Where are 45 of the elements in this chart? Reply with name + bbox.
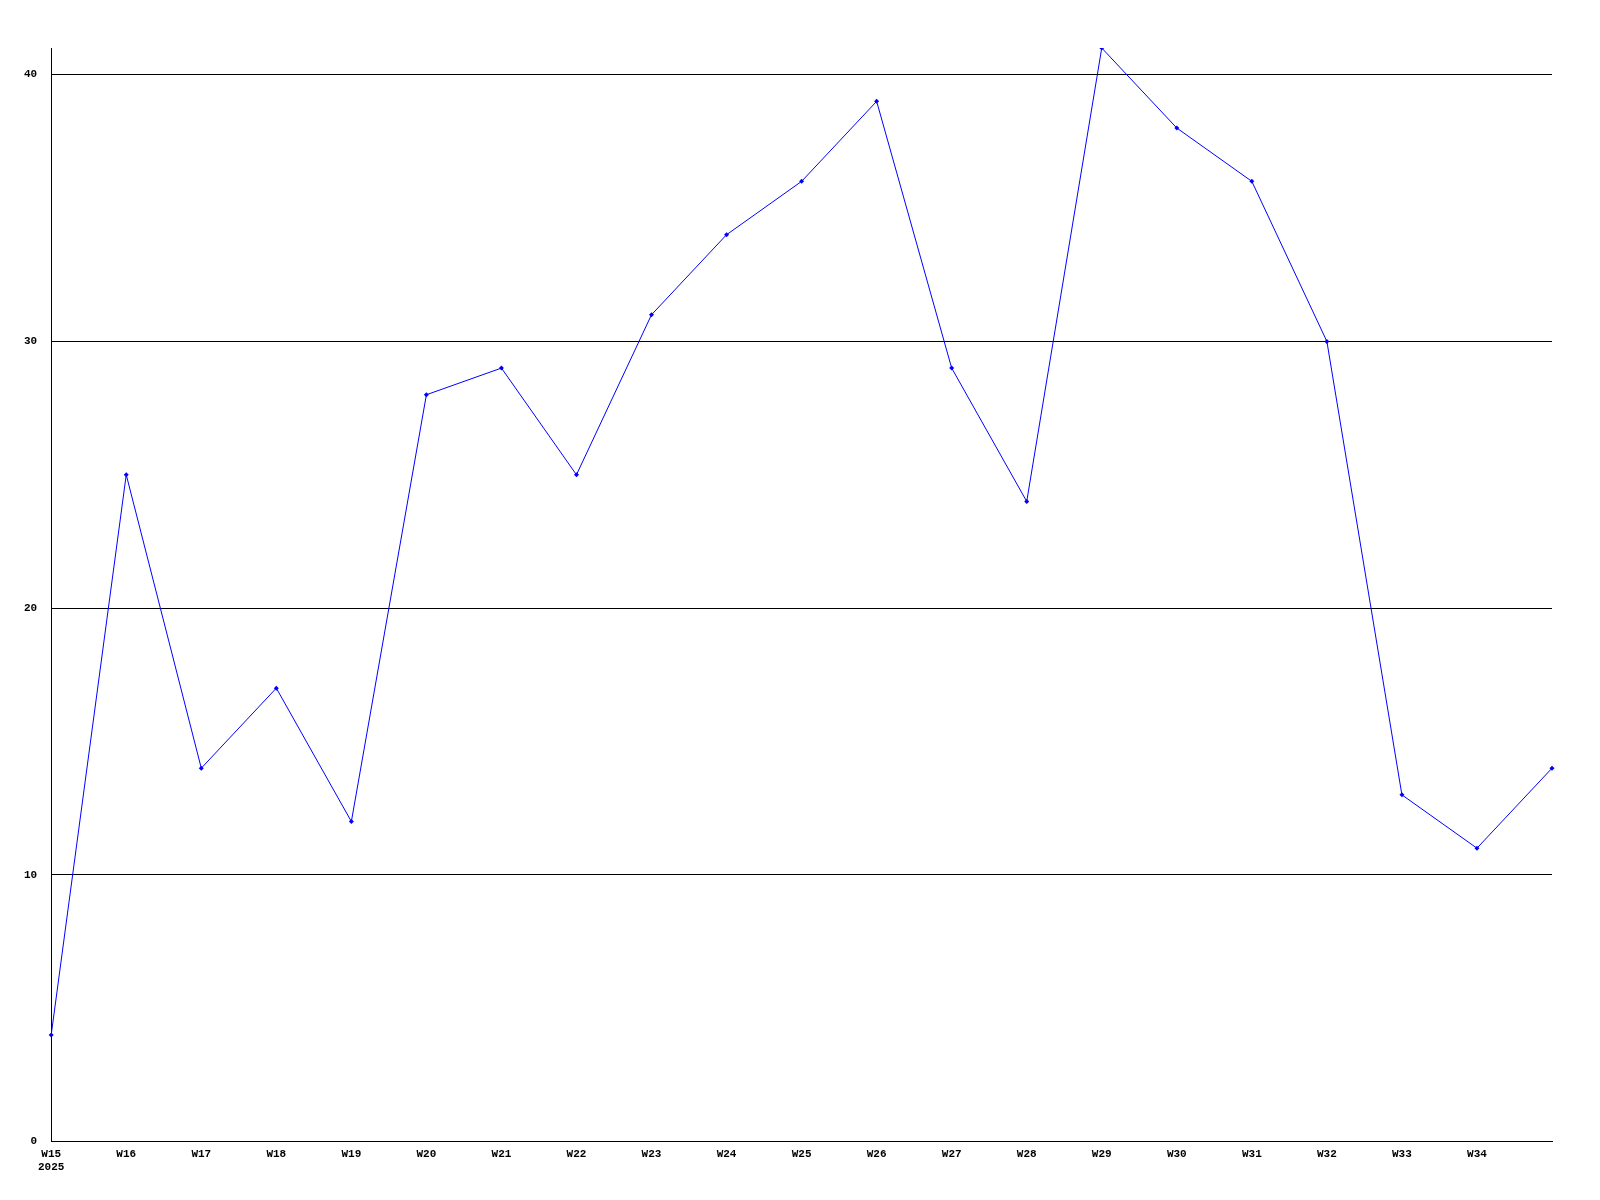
x-tick-label: W18 <box>266 1147 287 1160</box>
point <box>1474 845 1480 851</box>
x-tick-label: W30 <box>1166 1147 1187 1160</box>
point <box>198 765 204 771</box>
x-tick-label: W25 <box>791 1147 812 1160</box>
point <box>123 472 129 478</box>
point <box>573 472 579 478</box>
x-tick-label: W21 <box>491 1147 512 1160</box>
point <box>1249 178 1255 184</box>
x-tick-label: W33 <box>1392 1147 1413 1160</box>
point <box>1324 338 1330 344</box>
x-tick-label: W19 <box>341 1147 362 1160</box>
x-tick-label: W29 <box>1091 1147 1112 1160</box>
point <box>498 365 504 371</box>
y-tick-label: 20 <box>24 601 38 614</box>
x-tick-label: W26 <box>866 1147 887 1160</box>
x-tick-label: W27 <box>941 1147 962 1160</box>
point <box>949 365 955 371</box>
point <box>1549 765 1555 771</box>
x-tick-label: W17 <box>191 1147 212 1160</box>
y-tick-label: 0 <box>30 1135 38 1148</box>
point <box>724 232 730 238</box>
x-tick-label: W16 <box>116 1147 137 1160</box>
x-tick-label: W15 2025 <box>38 1147 65 1174</box>
y-tick-label: 10 <box>24 868 38 881</box>
x-tick-label: W28 <box>1016 1147 1038 1160</box>
y-tick-label: 30 <box>24 335 38 348</box>
point <box>1174 125 1180 131</box>
x-tick-label: W31 <box>1241 1147 1263 1160</box>
point <box>348 819 354 825</box>
point <box>273 685 279 691</box>
x-tick-label: W32 <box>1316 1147 1337 1160</box>
x-tick-label: W20 <box>416 1147 437 1160</box>
x-tick-label: W24 <box>716 1147 737 1160</box>
x-tick-label: W34 <box>1467 1147 1488 1160</box>
y-tick-label: 40 <box>24 68 38 81</box>
point <box>799 178 805 184</box>
point <box>874 98 880 104</box>
point <box>1399 792 1405 798</box>
point <box>1024 498 1030 504</box>
x-tick-label: W23 <box>641 1147 662 1160</box>
point <box>649 312 655 318</box>
point <box>423 392 429 398</box>
point <box>48 1032 54 1038</box>
x-tick-label: W22 <box>566 1147 587 1160</box>
